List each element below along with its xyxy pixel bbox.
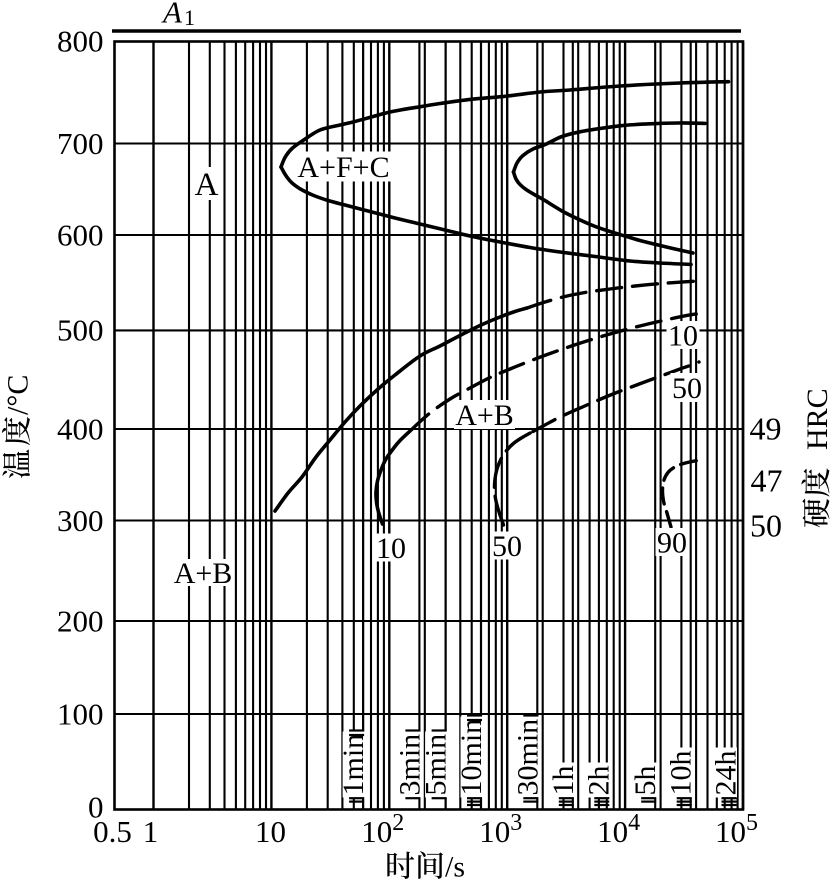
svg-text:300: 300 <box>57 503 104 538</box>
svg-text:A+B: A+B <box>174 557 233 590</box>
svg-text:5h: 5h <box>629 766 662 796</box>
svg-text:A: A <box>161 0 183 30</box>
svg-text:10h: 10h <box>665 751 698 796</box>
svg-text:A: A <box>195 167 219 203</box>
svg-text:24h: 24h <box>710 751 743 796</box>
svg-text:2h: 2h <box>582 766 615 796</box>
svg-text:50: 50 <box>492 530 522 563</box>
svg-text:3min: 3min <box>393 734 426 796</box>
svg-text:5min: 5min <box>420 734 453 796</box>
svg-text:50: 50 <box>672 372 702 405</box>
svg-text:0.5: 0.5 <box>93 814 132 849</box>
svg-text:200: 200 <box>57 603 104 638</box>
svg-text:10: 10 <box>376 532 406 565</box>
svg-text:1: 1 <box>184 5 195 30</box>
svg-text:100: 100 <box>57 696 104 731</box>
svg-text:90: 90 <box>657 527 687 560</box>
svg-text:102: 102 <box>361 810 404 849</box>
svg-text:600: 600 <box>57 217 104 252</box>
svg-text:10: 10 <box>255 814 286 849</box>
svg-text:/°C: /°C <box>2 375 35 415</box>
svg-text:1h: 1h <box>547 766 580 796</box>
svg-text:/s: /s <box>445 851 465 881</box>
svg-text:A+B: A+B <box>455 399 514 432</box>
svg-text:800: 800 <box>57 24 104 59</box>
svg-text:50: 50 <box>750 508 782 544</box>
svg-text:47: 47 <box>751 463 783 499</box>
svg-text:HRC: HRC <box>801 388 832 450</box>
svg-text:400: 400 <box>57 411 104 446</box>
svg-text:500: 500 <box>57 313 104 348</box>
svg-text:700: 700 <box>57 126 104 161</box>
svg-text:1min: 1min <box>337 734 370 796</box>
svg-text:A+F+C: A+F+C <box>297 151 389 184</box>
svg-text:103: 103 <box>479 810 522 849</box>
svg-text:10min: 10min <box>455 719 488 796</box>
svg-text:49: 49 <box>750 411 782 447</box>
svg-text:10: 10 <box>668 320 698 353</box>
svg-text:1: 1 <box>143 814 159 849</box>
svg-text:0: 0 <box>88 790 104 825</box>
svg-text:30min: 30min <box>511 719 544 796</box>
